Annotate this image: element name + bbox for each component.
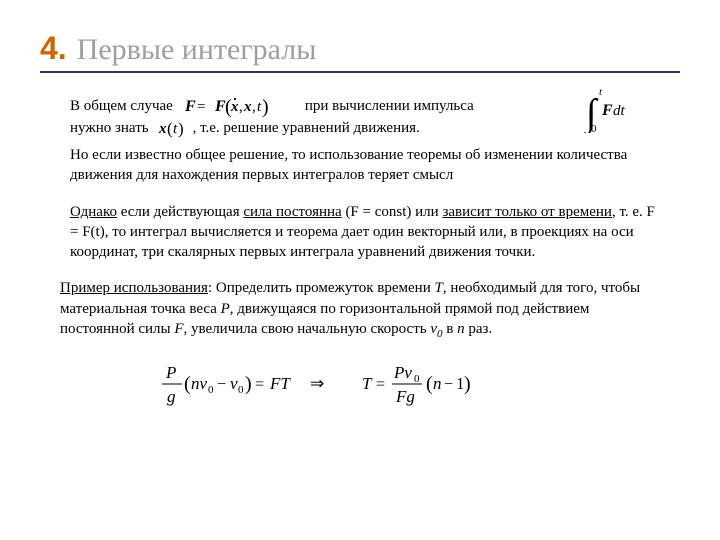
svg-text:Fg: Fg	[395, 387, 415, 406]
svg-text:F: F	[185, 98, 196, 115]
svg-text:nv: nv	[191, 374, 208, 393]
svg-text:n: n	[433, 374, 442, 393]
svg-text:0: 0	[591, 123, 597, 133]
svg-text:T: T	[362, 374, 373, 393]
svg-text:=: =	[197, 99, 205, 115]
p4-u: Пример использования	[60, 280, 208, 296]
svg-text:Pv: Pv	[393, 363, 412, 382]
svg-text:,: ,	[239, 99, 243, 115]
title-underline	[40, 71, 680, 73]
svg-text:=: =	[376, 376, 385, 393]
formula-xt-icon: x ( t )	[157, 117, 193, 139]
svg-text:−: −	[444, 376, 453, 393]
svg-text:(: (	[184, 373, 191, 395]
p4-s6: раз.	[465, 321, 493, 337]
svg-text:⇒: ⇒	[310, 374, 324, 393]
svg-text:0: 0	[238, 384, 244, 396]
title-number: 4.	[40, 30, 67, 67]
svg-text:dt: dt	[613, 103, 626, 119]
svg-text:=: =	[255, 376, 264, 393]
slide-title: 4. Первые интегралы	[40, 30, 680, 67]
svg-text:): )	[262, 96, 269, 118]
p4-P: P	[221, 301, 230, 317]
svg-text:t: t	[599, 87, 603, 98]
p1-text-4: , т.е. решение уравнений движения.	[193, 118, 420, 138]
final-formula-row: P g ( nv 0 − v 0 ) = FT ⇒ T = Pv 0 Fg ( …	[160, 360, 680, 408]
p1-text-1: В общем случае	[70, 96, 173, 116]
svg-text:): )	[245, 373, 252, 395]
svg-text:x: x	[158, 121, 167, 137]
p3-s1: если действующая	[117, 204, 243, 220]
p3-s2: (F = const) или	[342, 204, 443, 220]
svg-text:,: ,	[252, 99, 256, 115]
svg-text:FT: FT	[269, 374, 291, 393]
p4-s4: , увеличила свою начальную скорость	[184, 321, 431, 337]
svg-text:(: (	[426, 373, 433, 395]
formula-fvec-icon: F = F ( x , x , t )	[185, 94, 285, 118]
svg-text:0: 0	[414, 373, 420, 385]
p4-F: F	[174, 321, 183, 337]
svg-text:x: x	[243, 99, 252, 115]
title-text: Первые интегралы	[77, 33, 317, 67]
svg-text:): )	[178, 119, 184, 138]
svg-text:F: F	[601, 102, 613, 119]
paragraph-4: Пример использования: Определить промежу…	[60, 278, 660, 341]
paragraph-1: В общем случае F = F ( x , x , t ) при в…	[70, 95, 660, 139]
formula-lhs-icon: P g ( nv 0 − v 0 ) = FT ⇒	[160, 360, 340, 408]
p3-u2: зависит только от времени	[442, 204, 612, 220]
p3-u1: сила постоянна	[243, 204, 341, 220]
paragraph-2: Но если известно общее решение, то испол…	[70, 145, 660, 186]
formula-rhs-icon: T = Pv 0 Fg ( n − 1 )	[360, 360, 530, 408]
svg-text:v: v	[230, 374, 238, 393]
svg-text:0: 0	[208, 384, 214, 396]
p4-T: T	[434, 280, 442, 296]
paragraph-3: Однако если действующая сила постоянна (…	[70, 202, 660, 263]
p1-text-3: нужно знать	[70, 118, 149, 138]
svg-text:g: g	[167, 387, 176, 406]
p4-s5: в	[443, 321, 458, 337]
svg-text:): )	[464, 373, 471, 395]
formula-integral-icon: ∫ t 0 F dt	[574, 87, 632, 133]
svg-text:x: x	[230, 99, 239, 115]
p4-s1: : Определить промежуток времени	[208, 280, 435, 296]
p4-n: n	[457, 321, 465, 337]
p3-underline-1: Однако	[70, 204, 117, 220]
svg-text:−: −	[217, 376, 226, 393]
p1-text-2: при вычислении импульса	[305, 96, 474, 116]
svg-text:P: P	[165, 363, 176, 382]
